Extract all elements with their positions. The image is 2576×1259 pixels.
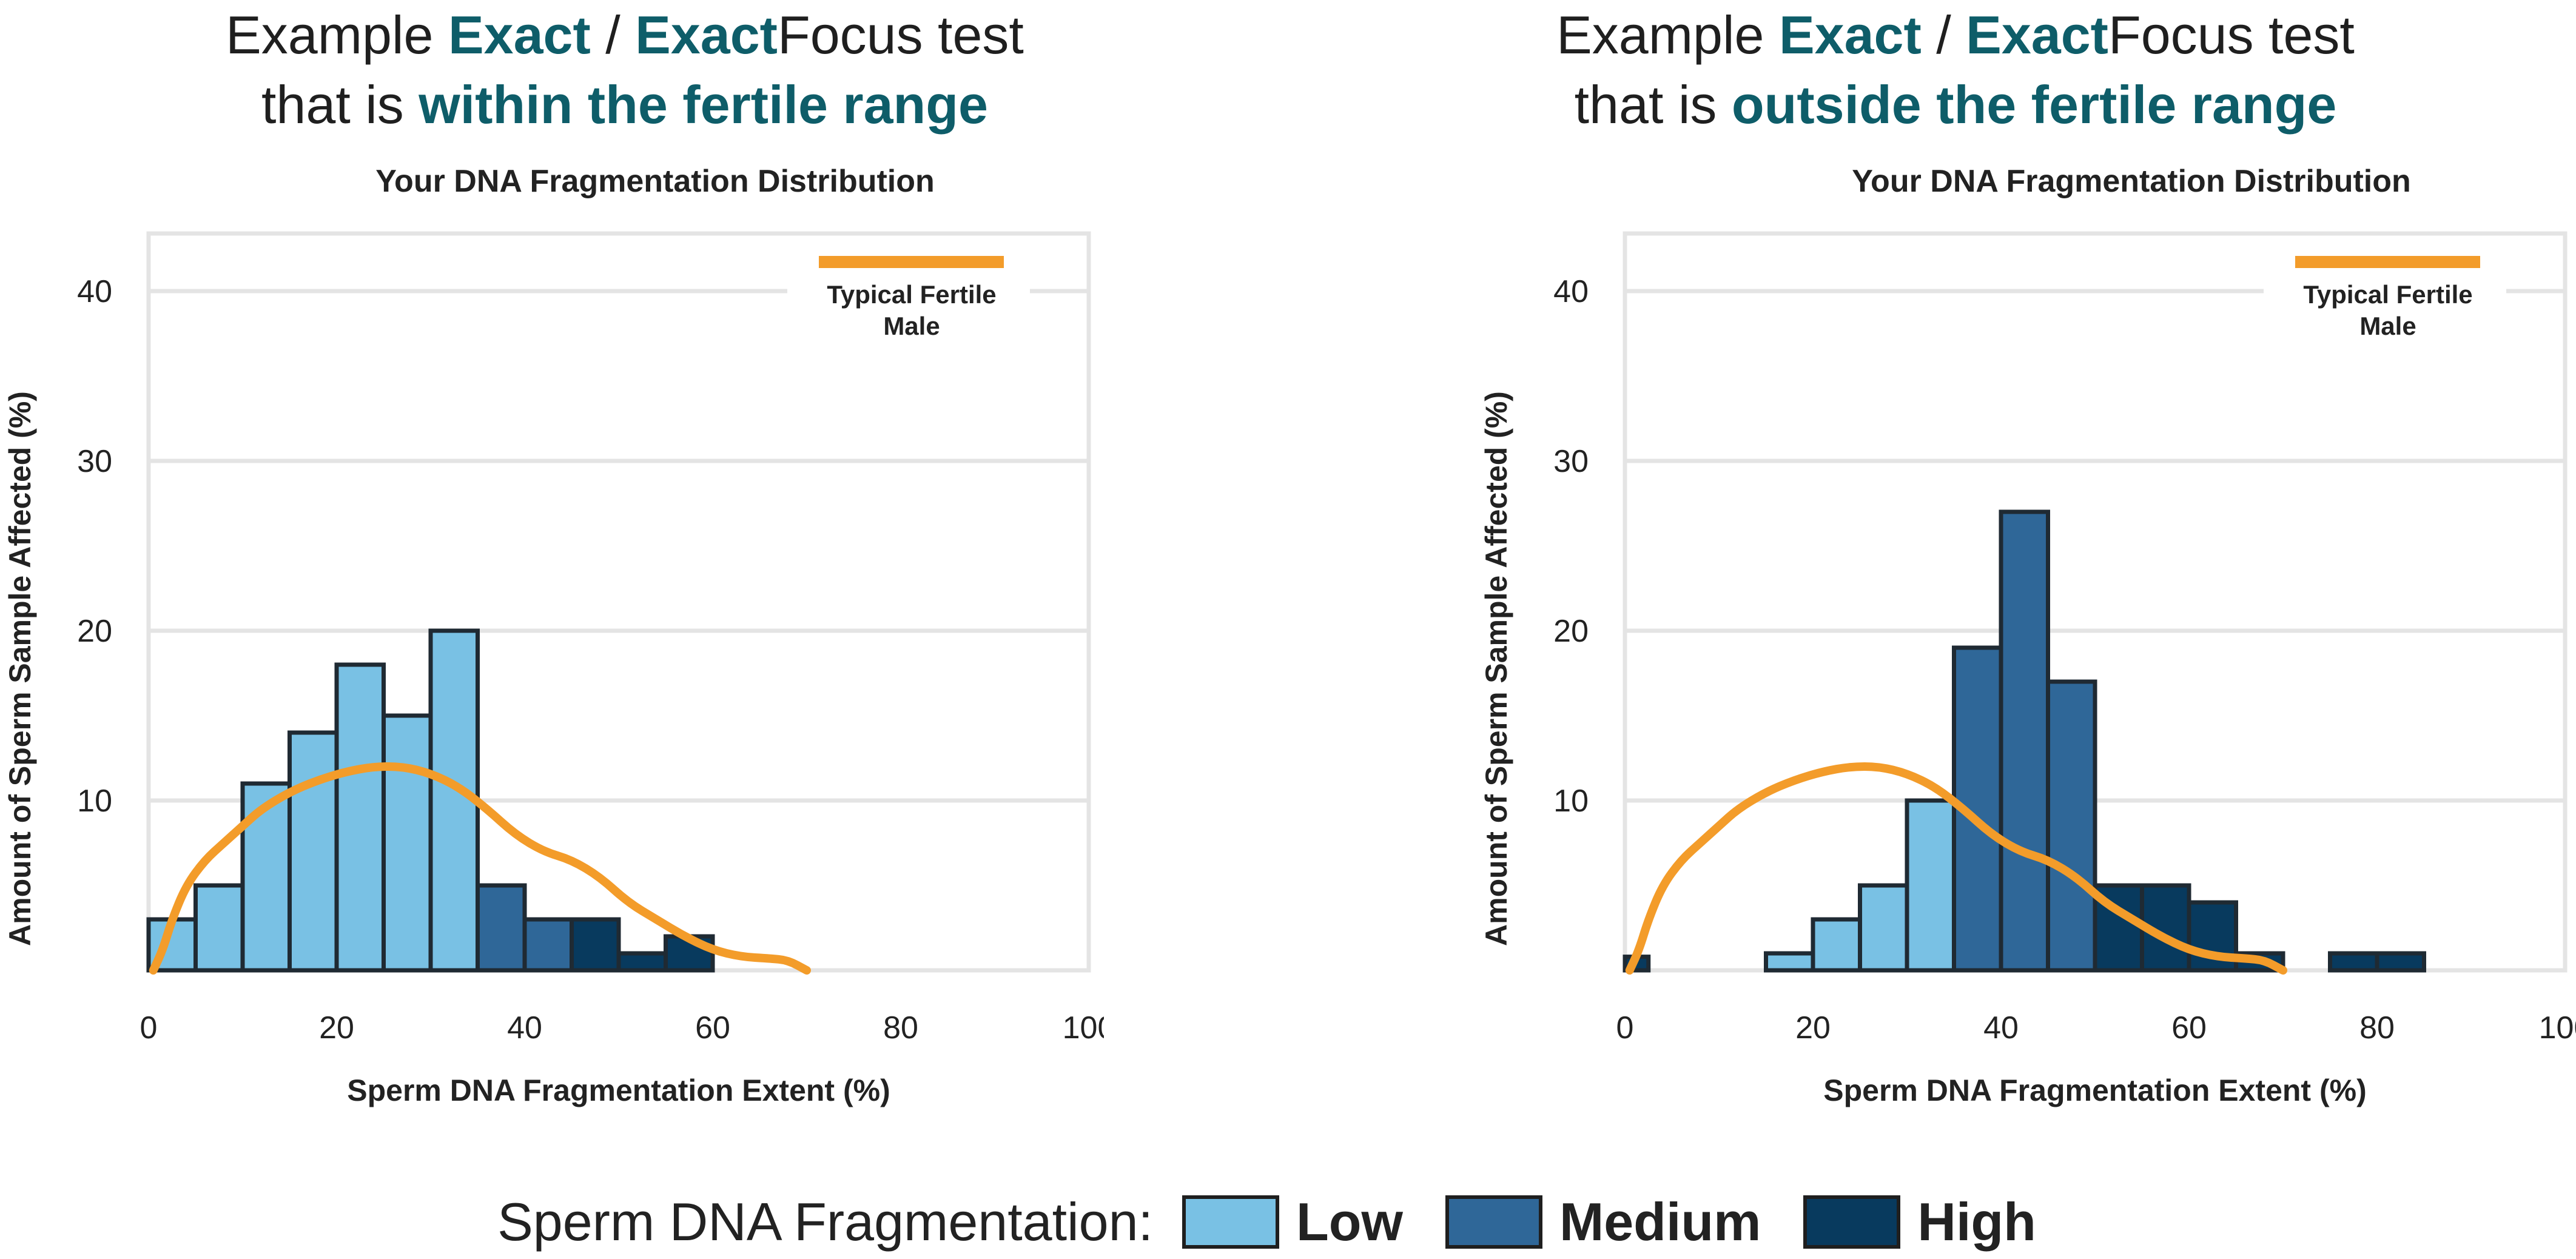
histogram-bar-75 xyxy=(2328,951,2379,973)
histogram-bar-25 xyxy=(1858,883,1909,973)
histogram-bar-15 xyxy=(1764,951,1815,973)
left-headline-line1: Example Exact / ExactFocus test xyxy=(0,0,1249,70)
y-tick-label-20: 20 xyxy=(77,614,112,649)
left-title-sep: / xyxy=(590,5,636,65)
histogram-bar-40 xyxy=(522,917,574,973)
histogram-bar-25 xyxy=(382,713,433,973)
x-tick-label-0: 0 xyxy=(1616,1010,1634,1046)
x-tick-label-100: 100 xyxy=(1063,1010,1104,1046)
histogram-bar-45 xyxy=(2046,679,2097,973)
x-tick-label-80: 80 xyxy=(883,1010,918,1046)
legend-label-medium: Medium xyxy=(1559,1192,1761,1252)
legend-label-low: Low xyxy=(1296,1192,1403,1252)
legend-swatch-high xyxy=(1803,1195,1901,1249)
left-title2-highlight: within the fertile range xyxy=(419,75,988,135)
right-title-exact: Exact xyxy=(1778,5,1922,65)
y-tick-label-30: 30 xyxy=(1553,444,1589,479)
right-title-exact2: Exact xyxy=(1966,5,2108,65)
y-tick-label-30: 30 xyxy=(77,444,112,479)
histogram-bar-80 xyxy=(2375,951,2426,973)
chart-subtitle: Your DNA Fragmentation Distribution xyxy=(1852,164,2411,199)
left-title-exact2: Exact xyxy=(635,5,778,65)
x-tick-label-20: 20 xyxy=(1795,1010,1831,1046)
y-tick-label-40: 40 xyxy=(1553,274,1589,309)
legend-lead: Sperm DNA Fragmentation: xyxy=(497,1192,1153,1252)
x-axis-label: Sperm DNA Fragmentation Extent (%) xyxy=(347,1073,890,1107)
histogram-bar-35 xyxy=(476,883,527,973)
x-tick-label-100: 100 xyxy=(2539,1010,2576,1046)
right-headline-line2: that is outside the fertile range xyxy=(1331,70,2576,139)
right-title-sep: / xyxy=(1921,5,1966,65)
legend-label-line2: Male xyxy=(883,312,940,340)
histogram-bar-20 xyxy=(334,662,386,973)
right-title2-prefix: that is xyxy=(1574,75,1732,135)
y-tick-label-10: 10 xyxy=(77,784,112,819)
right-title2-highlight: outside the fertile range xyxy=(1731,75,2337,135)
histogram-bar-20 xyxy=(1811,917,1862,973)
right-headline-line1: Example Exact / ExactFocus test xyxy=(1331,0,2576,70)
legend-swatch-low xyxy=(1182,1195,1279,1249)
left-headline-line2: that is within the fertile range xyxy=(0,70,1249,139)
x-tick-label-40: 40 xyxy=(1983,1010,2019,1046)
left-headline: Example Exact / ExactFocus test that is … xyxy=(0,0,1249,139)
x-tick-label-80: 80 xyxy=(2359,1010,2395,1046)
y-axis-label: Amount of Sperm Sample Affected (%) xyxy=(1479,391,1513,946)
left-title-exact: Exact xyxy=(448,5,591,65)
left-panel: Example Exact / ExactFocus test that is … xyxy=(0,0,1104,1140)
legend-label-line2: Male xyxy=(2359,312,2416,340)
right-title-prefix: Example xyxy=(1556,5,1779,65)
x-tick-label-60: 60 xyxy=(2171,1010,2207,1046)
histogram-bar-50 xyxy=(616,951,668,973)
histogram-bar-40 xyxy=(1999,509,2050,973)
histogram-bar-15 xyxy=(288,730,339,973)
legend-bg xyxy=(2264,267,2506,352)
left-title-suffix: Focus test xyxy=(777,5,1024,65)
right-title-suffix: Focus test xyxy=(2108,5,2355,65)
legend-label-line1: Typical Fertile xyxy=(827,280,996,309)
typical-fertile-curve xyxy=(149,762,811,975)
x-tick-label-60: 60 xyxy=(695,1010,730,1046)
legend-bg xyxy=(787,267,1030,352)
y-tick-label-20: 20 xyxy=(1553,614,1589,649)
left-title-prefix: Example xyxy=(226,5,448,65)
left-title2-prefix: that is xyxy=(261,75,419,135)
x-tick-label-40: 40 xyxy=(507,1010,542,1046)
y-tick-label-10: 10 xyxy=(1553,784,1589,819)
right-panel: Example Exact / ExactFocus test that is … xyxy=(1476,0,2576,1140)
x-axis-label: Sperm DNA Fragmentation Extent (%) xyxy=(1823,1073,2366,1107)
histogram-bar-5 xyxy=(193,883,245,973)
legend-label-high: High xyxy=(1917,1192,2036,1252)
right-chart: Your DNA Fragmentation Distribution 10 20 3… xyxy=(1479,164,2576,1107)
right-headline: Example Exact / ExactFocus test that is … xyxy=(1331,0,2576,139)
legend-label-line1: Typical Fertile xyxy=(2303,280,2472,309)
y-axis-label: Amount of Sperm Sample Affected (%) xyxy=(3,391,37,946)
fragmentation-legend: Sperm DNA Fragmentation: Low Medium High xyxy=(0,1189,2576,1255)
typical-fertile-curve xyxy=(1625,762,2287,975)
histogram-bar-45 xyxy=(570,917,621,973)
y-tick-label-40: 40 xyxy=(77,274,112,309)
left-chart: Your DNA Fragmentation Distribution 10 20 3… xyxy=(3,164,1104,1107)
chart-subtitle: Your DNA Fragmentation Distribution xyxy=(375,164,935,199)
x-tick-label-0: 0 xyxy=(140,1010,158,1046)
x-tick-label-20: 20 xyxy=(319,1010,354,1046)
legend-swatch-medium xyxy=(1445,1195,1542,1249)
histogram-bar-30 xyxy=(1905,798,1956,973)
